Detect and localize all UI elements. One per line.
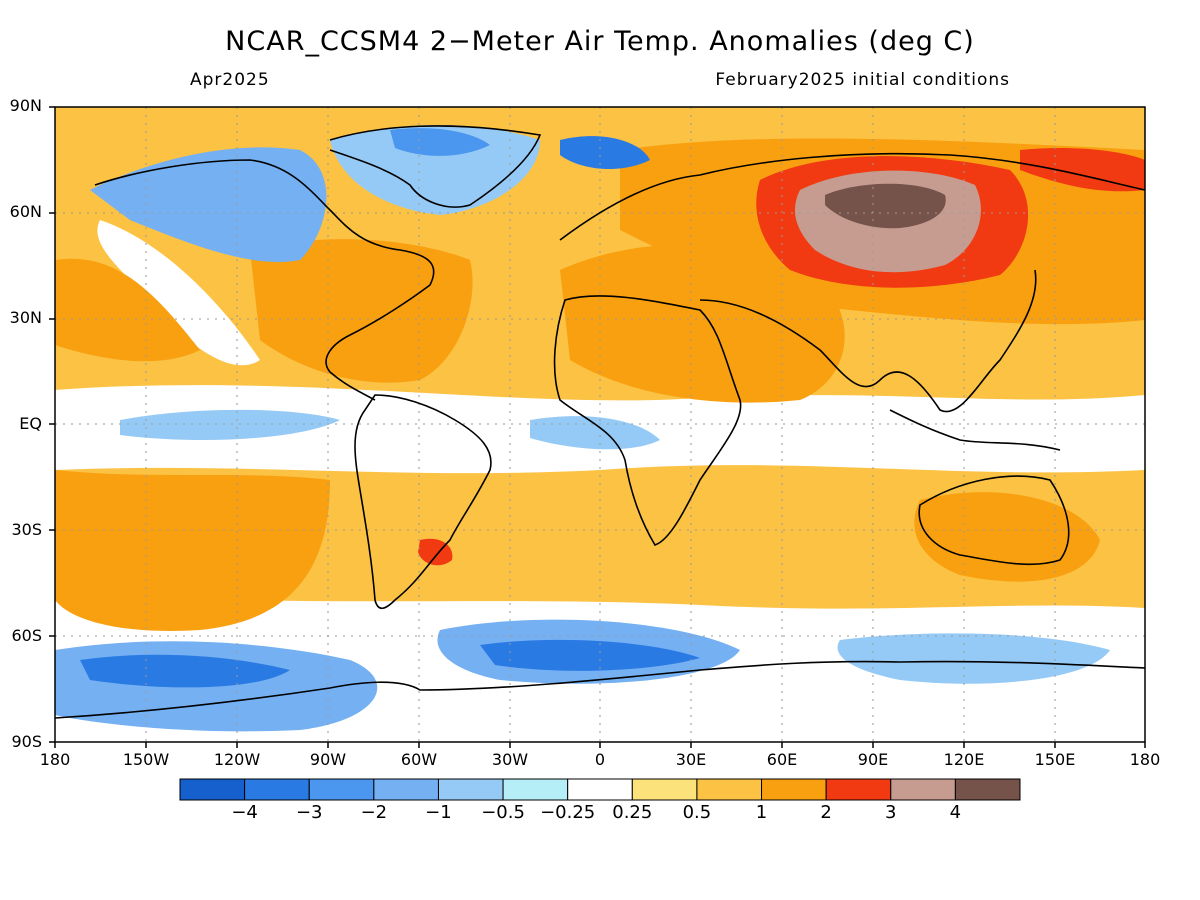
lon-label-120w: 120W bbox=[213, 750, 261, 769]
colorbar-swatch bbox=[502, 778, 569, 801]
colorbar bbox=[179, 778, 1021, 801]
southern-ocean-strong-cold-atlantic bbox=[480, 639, 700, 671]
colorbar-label: 2 bbox=[820, 802, 832, 823]
lon-label-150w: 150W bbox=[122, 750, 170, 769]
lon-label-150e: 150E bbox=[1034, 750, 1076, 769]
colorbar-label: 4 bbox=[949, 802, 962, 823]
colorbar-label: −4 bbox=[231, 802, 258, 823]
canada-cold bbox=[90, 147, 327, 262]
colorbar-label: −1 bbox=[425, 802, 452, 823]
coastlines bbox=[55, 125, 1145, 719]
lon-label-90e: 90E bbox=[857, 750, 889, 769]
lon-label-180e: 180 bbox=[1129, 750, 1161, 769]
colorbar-swatch bbox=[761, 778, 827, 801]
colorbar-swatch bbox=[696, 778, 763, 801]
lon-label-30w: 30W bbox=[491, 750, 529, 769]
colorbar-label: −3 bbox=[295, 802, 323, 823]
lon-label-90w: 90W bbox=[309, 750, 347, 769]
colorbar-swatch bbox=[179, 778, 246, 801]
colorbar-label: 3 bbox=[885, 802, 897, 823]
east-pacific-cold bbox=[120, 409, 340, 440]
greenland-core-cold bbox=[390, 128, 490, 156]
colorbar-swatch bbox=[954, 778, 1021, 801]
colorbar-label: 0.25 bbox=[612, 802, 653, 823]
coast-greenland bbox=[329, 125, 542, 208]
colorbar-swatch bbox=[373, 778, 439, 801]
lon-label-0: 0 bbox=[594, 750, 606, 769]
axis-ticks bbox=[49, 106, 1146, 748]
coast-antarctica bbox=[55, 660, 1145, 719]
southern-ocean-cold-east bbox=[837, 633, 1110, 684]
north-america-warm bbox=[250, 239, 473, 383]
atlantic-cold bbox=[530, 416, 660, 450]
coast-eurasia bbox=[559, 152, 1145, 413]
north-pacific-warm bbox=[55, 258, 200, 362]
lon-label-30e: 30E bbox=[675, 750, 707, 769]
lon-label-180w: 180 bbox=[39, 750, 71, 769]
lat-label-30n: 30N bbox=[9, 308, 42, 327]
argentina-strong-warm bbox=[418, 538, 453, 566]
coast-australia bbox=[918, 475, 1070, 566]
lat-label-60n: 60N bbox=[9, 202, 42, 221]
coast-south-america bbox=[354, 394, 492, 610]
colorbar-swatch bbox=[631, 778, 698, 801]
colorbar-swatch bbox=[567, 778, 633, 801]
colorbar-label: −2 bbox=[360, 802, 388, 823]
australia-warm bbox=[914, 492, 1100, 582]
lat-label-eq: EQ bbox=[19, 414, 42, 433]
arctic-atlantic-cold bbox=[560, 136, 650, 170]
forecast-month: Apr2025 bbox=[190, 70, 270, 90]
colorbar-swatch bbox=[308, 778, 375, 801]
southern-ocean-strong-cold-west bbox=[80, 654, 290, 688]
colorbar-label: 1 bbox=[755, 802, 768, 823]
map-title: NCAR_CCSM4 2−Meter Air Temp. Anomalies (… bbox=[225, 26, 975, 57]
lon-label-60w: 60W bbox=[400, 750, 438, 769]
east-siberia-strong-warm bbox=[1020, 148, 1145, 192]
south-pacific-warm bbox=[55, 470, 330, 631]
siberia-extreme-warm bbox=[825, 183, 946, 229]
lat-label-30s: 30S bbox=[11, 520, 42, 539]
lat-label-90s: 90S bbox=[11, 732, 42, 751]
colorbar-label: −0.5 bbox=[481, 802, 525, 823]
colorbar-swatch bbox=[890, 778, 956, 801]
lon-label-120e: 120E bbox=[943, 750, 985, 769]
colorbar-label: 0.5 bbox=[682, 802, 712, 823]
initial-conditions: February2025 initial conditions bbox=[715, 70, 1010, 90]
colorbar-swatch bbox=[825, 778, 892, 801]
lon-label-60e: 60E bbox=[766, 750, 798, 769]
colorbar-swatch bbox=[244, 778, 310, 801]
coast-north-america bbox=[94, 159, 435, 401]
pacific-neutral-streak bbox=[97, 220, 260, 366]
colorbar-label: −0.25 bbox=[540, 802, 596, 823]
colorbar-swatch bbox=[437, 778, 504, 801]
lat-label-90n: 90N bbox=[9, 96, 42, 115]
coast-africa bbox=[553, 295, 742, 546]
coast-indonesia bbox=[889, 409, 1061, 451]
lat-label-60s: 60S bbox=[11, 626, 42, 645]
